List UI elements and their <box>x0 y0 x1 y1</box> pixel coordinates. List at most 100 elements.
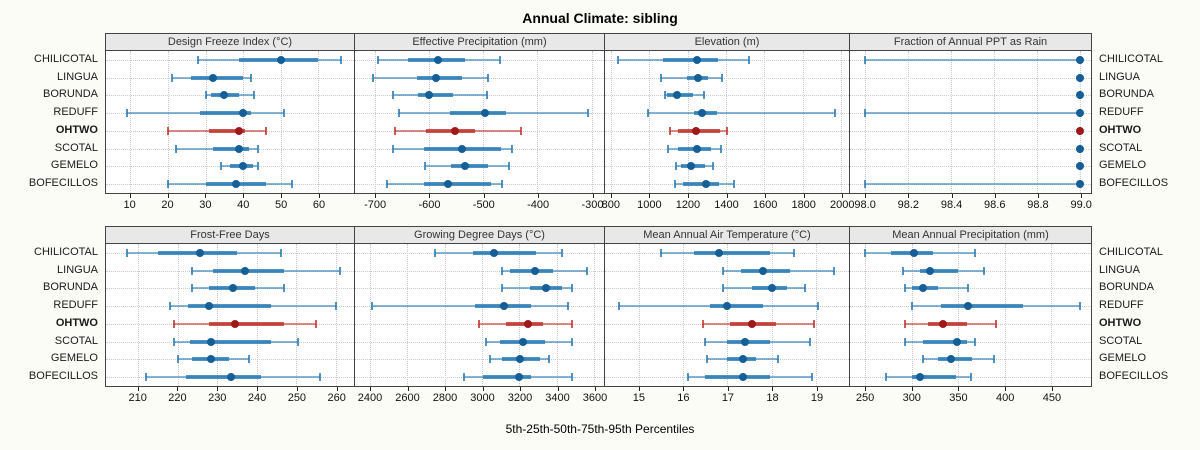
axis-scale: 15 16 17 18 19 <box>605 387 850 411</box>
panel-header: Mean Annual Precipitation (mm) <box>850 227 1091 244</box>
gridline-horizontal <box>850 148 1091 150</box>
gridline-vertical <box>1004 244 1006 386</box>
axis-tick-label: 98.6 <box>984 199 1006 211</box>
iqr-bar <box>682 182 720 187</box>
whisker-cap <box>810 373 813 382</box>
axis-tick-mark <box>296 387 298 391</box>
axis-tick-mark <box>765 194 767 198</box>
median-dot <box>444 180 453 189</box>
site-label-stack: CHILICOTAL LINGUA BORUNDA REDUFF OHTWO SCOTAL… <box>0 50 105 192</box>
panel: Elevation (m) <box>605 33 850 194</box>
gridline-horizontal <box>355 341 604 343</box>
whisker-cap <box>291 180 293 189</box>
median-dot <box>450 126 459 135</box>
axis-tick-mark <box>1037 194 1039 198</box>
axis-tick-label: 1800 <box>791 199 816 211</box>
axis-tick-mark <box>129 194 131 198</box>
median-dot <box>939 319 948 328</box>
axis-tick-mark <box>817 387 819 391</box>
gridline-vertical <box>407 244 409 386</box>
median-dot <box>460 162 469 171</box>
whisker-cap <box>370 302 373 311</box>
panel: Frost-Free Days <box>105 226 355 387</box>
median-dot <box>747 319 756 328</box>
axis-tick-mark <box>281 194 283 198</box>
axis-tick-label: 30 <box>199 199 212 211</box>
gridline-vertical <box>687 51 689 193</box>
whisker-cap <box>393 126 396 135</box>
gridline-horizontal <box>605 77 849 79</box>
site-label-stack: CHILICOTAL LINGUA BORUNDA REDUFF OHTWO SCOTAL… <box>1092 50 1200 192</box>
gridline-vertical <box>683 244 685 386</box>
whisker-cap <box>702 91 705 100</box>
site-label: OHTWO <box>55 316 98 329</box>
gridline-vertical <box>318 51 320 193</box>
whisker-cap <box>777 355 780 364</box>
gridline-vertical <box>335 244 337 386</box>
iqr-bar <box>928 321 968 326</box>
site-label: GEMELO <box>1099 159 1147 172</box>
axis-tick-mark <box>243 194 245 198</box>
whisker-cap <box>722 266 724 275</box>
whisker-cap <box>319 373 322 382</box>
gridline-vertical <box>1037 51 1039 193</box>
gridline-horizontal <box>355 270 604 272</box>
axis-tick-mark <box>137 387 139 391</box>
gridline-vertical <box>865 51 867 193</box>
iqr-bar <box>423 182 492 187</box>
whisker-cap <box>719 144 722 153</box>
axis-tick-mark <box>1051 387 1053 391</box>
axis-tick-label: 3000 <box>470 392 495 404</box>
median-dot <box>481 109 490 118</box>
whisker-cap <box>833 109 836 118</box>
whisker-cap <box>587 109 590 118</box>
axis-tick-label: 15 <box>632 392 645 404</box>
axis-tick-mark <box>865 387 867 391</box>
whisker-cap <box>585 266 588 275</box>
whisker-cap <box>910 302 913 311</box>
page-title: Annual Climate: sibling <box>522 10 678 26</box>
panel: Effective Precipitation (mm) <box>355 33 605 194</box>
whisker-cap <box>249 73 252 82</box>
axis-tick-label: 2800 <box>432 392 458 404</box>
axis-spacer <box>0 194 105 218</box>
iqr-bar <box>209 128 246 133</box>
median-dot <box>741 337 750 346</box>
median-dot <box>515 373 524 382</box>
whisker-cap <box>548 355 551 364</box>
gridline-horizontal <box>355 359 604 361</box>
whisker-cap <box>125 109 128 118</box>
whisker-cap <box>219 162 222 171</box>
site-label: CHILICOTAL <box>34 245 98 258</box>
whisker-cap <box>561 248 564 257</box>
axis-tick-label: 1400 <box>714 199 739 211</box>
axis-tick-label: 3200 <box>507 392 533 404</box>
site-label: BORUNDA <box>42 281 98 294</box>
gridline-vertical <box>649 51 651 193</box>
gridline-horizontal <box>850 130 1091 132</box>
panel: Mean Annual Air Temperature (°C) <box>605 226 850 387</box>
panel-plot-area <box>106 51 354 193</box>
axis-tick-mark <box>375 194 377 198</box>
whisker-cap <box>864 55 867 64</box>
site-label: OHTWO <box>55 123 98 136</box>
axis-tick-label: -500 <box>472 199 495 211</box>
axis-tick-mark <box>772 387 774 391</box>
axis-tick-mark <box>445 387 447 391</box>
whisker-cap <box>993 355 996 364</box>
axis-tick-label: 98.2 <box>897 199 920 211</box>
median-dot <box>915 373 924 382</box>
axis-tick-label: 17 <box>721 392 735 404</box>
whisker-cap <box>283 109 286 118</box>
axis-tick-mark <box>167 194 169 198</box>
whisker-cap <box>804 284 807 293</box>
panel: Growing Degree Days (°C) <box>355 226 605 387</box>
axis-tick-mark <box>994 194 996 198</box>
whisker-cap <box>176 355 179 364</box>
whisker-cap <box>334 302 337 311</box>
axis-tick-label: 260 <box>327 392 346 404</box>
gridline-vertical <box>911 244 913 386</box>
median-dot <box>490 248 499 257</box>
whisker-cap <box>675 162 678 171</box>
gridline-vertical <box>429 51 431 193</box>
